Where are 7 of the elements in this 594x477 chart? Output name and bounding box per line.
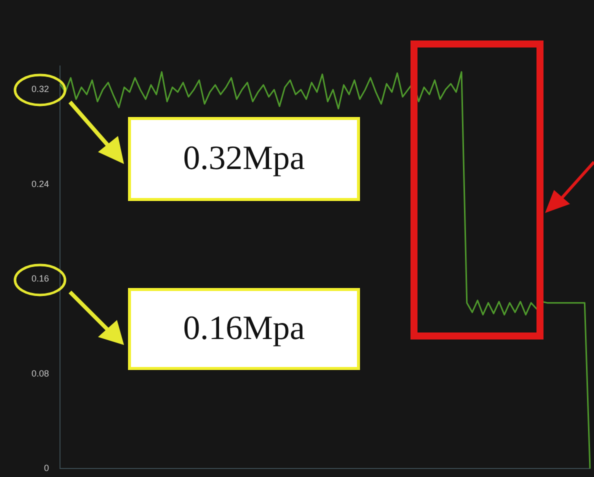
y-tick-label: 0.24	[31, 178, 49, 189]
y-tick-label: 0.08	[31, 368, 49, 378]
y-tick-label: 0.16	[31, 274, 49, 284]
y-tick-label: 0.32	[31, 84, 49, 94]
y-tick-label: 0	[44, 463, 49, 474]
text-box: 0.32Mpa	[128, 117, 360, 201]
text-box: 0.16Mpa	[128, 288, 360, 370]
